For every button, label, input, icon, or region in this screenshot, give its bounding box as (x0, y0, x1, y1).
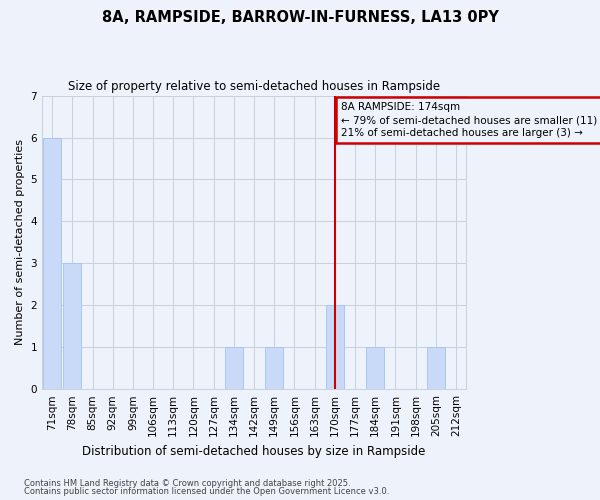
Text: Contains HM Land Registry data © Crown copyright and database right 2025.: Contains HM Land Registry data © Crown c… (24, 478, 350, 488)
Text: 8A, RAMPSIDE, BARROW-IN-FURNESS, LA13 0PY: 8A, RAMPSIDE, BARROW-IN-FURNESS, LA13 0P… (101, 10, 499, 25)
Bar (427, 347, 445, 389)
Text: 8A RAMPSIDE: 174sqm
← 79% of semi-detached houses are smaller (11)
21% of semi-d: 8A RAMPSIDE: 174sqm ← 79% of semi-detach… (341, 102, 597, 138)
Y-axis label: Number of semi-detached properties: Number of semi-detached properties (15, 140, 25, 346)
Bar (225, 347, 243, 389)
Title: Size of property relative to semi-detached houses in Rampside: Size of property relative to semi-detach… (68, 80, 440, 93)
Bar (326, 306, 344, 389)
Bar (366, 347, 384, 389)
Bar (63, 264, 82, 389)
Bar (43, 138, 61, 389)
Text: Contains public sector information licensed under the Open Government Licence v3: Contains public sector information licen… (24, 487, 389, 496)
Bar (265, 347, 283, 389)
X-axis label: Distribution of semi-detached houses by size in Rampside: Distribution of semi-detached houses by … (82, 444, 426, 458)
